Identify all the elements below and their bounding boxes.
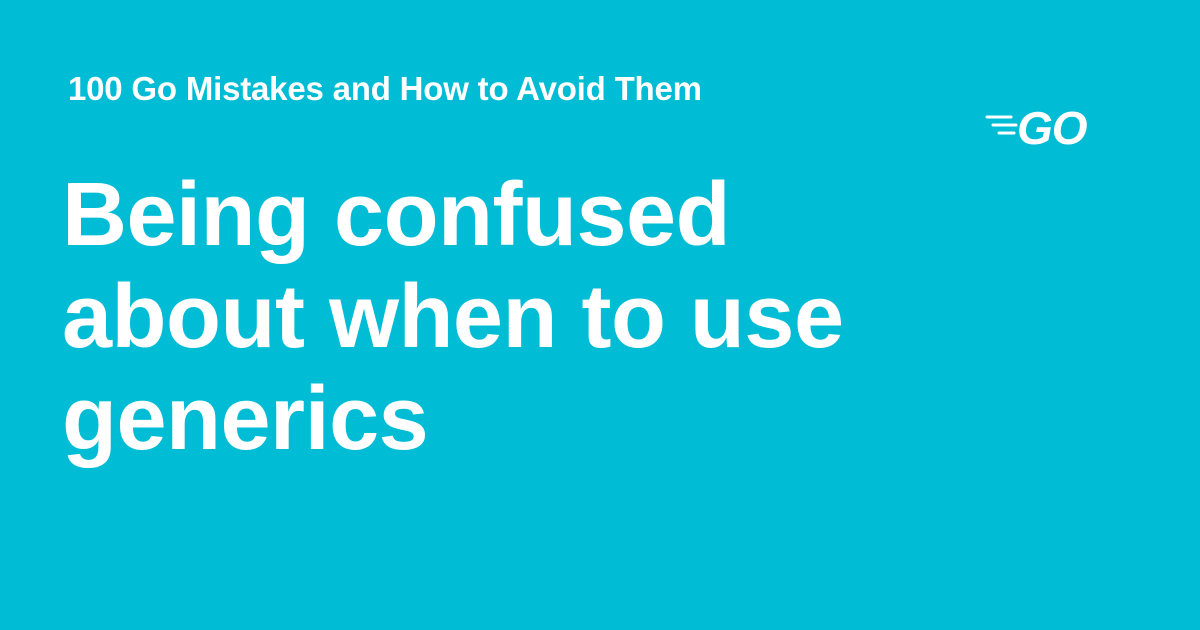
- series-title: 100 Go Mistakes and How to Avoid Them: [68, 70, 702, 107]
- speed-lines: [985, 115, 1018, 135]
- article-headline: Being confused about when to use generic…: [62, 165, 844, 469]
- go-logo-text: GO: [1017, 104, 1088, 150]
- go-logo-icon: GO: [984, 104, 1104, 150]
